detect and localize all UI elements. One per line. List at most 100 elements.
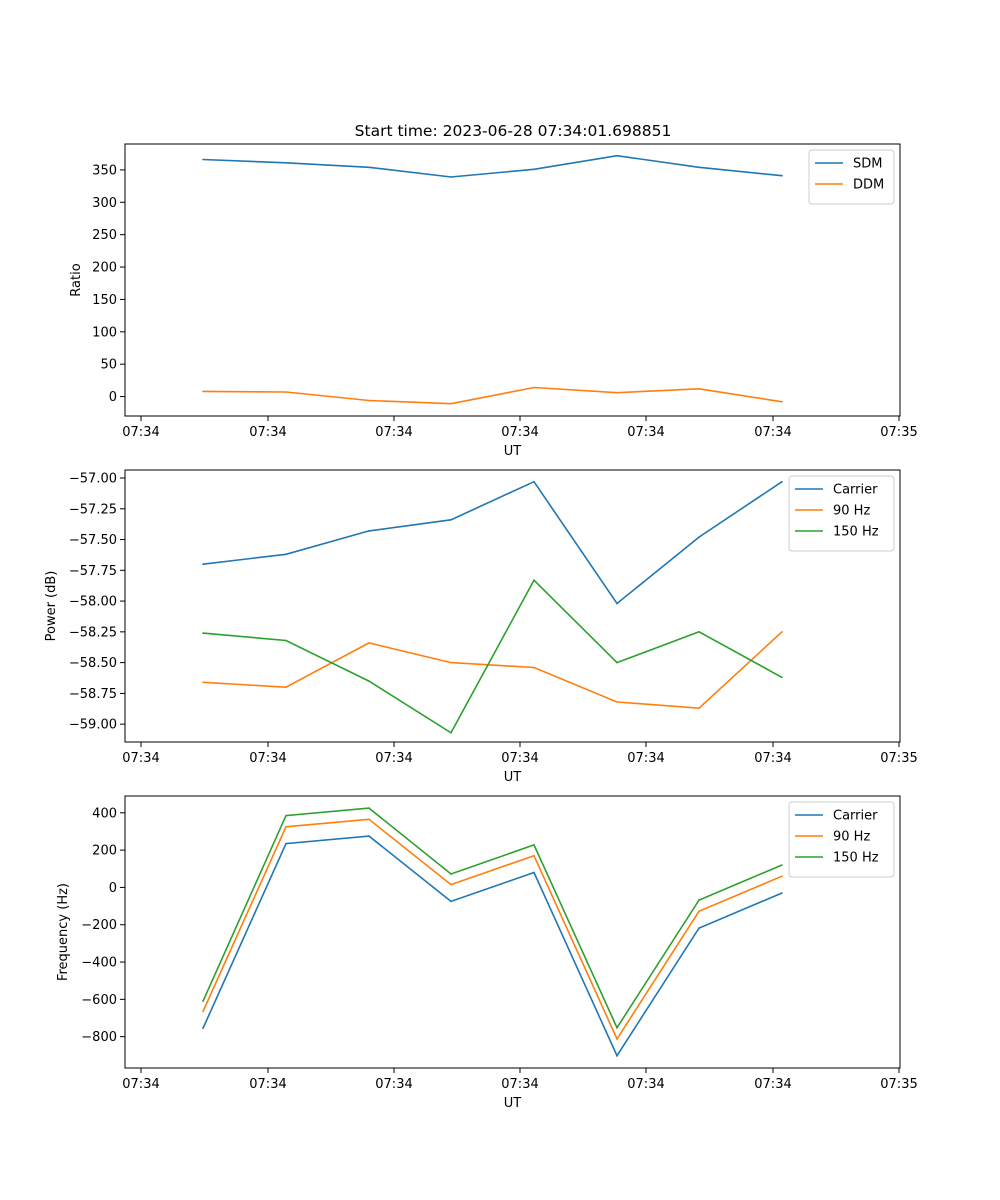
- data-point: [202, 681, 204, 684]
- y-tick-label: 400: [92, 806, 117, 821]
- data-point: [285, 826, 287, 828]
- y-tick-label: −58.25: [69, 625, 117, 640]
- data-point: [698, 166, 700, 169]
- data-point: [616, 1026, 618, 1029]
- data-point: [533, 844, 535, 846]
- data-point: [285, 814, 287, 817]
- data-point: [285, 391, 287, 393]
- data-point: [285, 639, 287, 642]
- data-point: [202, 632, 204, 634]
- x-tick-label: 07:34: [249, 425, 286, 440]
- x-tick-label: 07:34: [249, 1077, 286, 1092]
- x-tick-label: 07:34: [501, 1077, 538, 1092]
- data-point: [450, 661, 452, 664]
- x-tick-label: 07:34: [122, 425, 159, 440]
- x-tick-label: 07:34: [501, 425, 538, 440]
- legend: Carrier 90 Hz 150 Hz: [788, 475, 895, 552]
- legend-label: Carrier: [833, 809, 878, 824]
- data-point: [616, 701, 618, 703]
- data-point: [450, 883, 452, 886]
- data-point: [533, 168, 535, 171]
- data-point: [285, 686, 287, 688]
- data-point: [285, 162, 287, 164]
- data-point: [368, 166, 370, 169]
- y-tick-label: −400: [81, 956, 117, 971]
- series-line-150-hz: [202, 807, 783, 1030]
- data-point: [368, 680, 370, 682]
- y-tick-label: −58.50: [69, 656, 117, 671]
- data-point: [616, 661, 618, 664]
- axes-frame: [124, 143, 901, 417]
- x-tick-label: 07:34: [501, 751, 538, 766]
- data-point: [533, 871, 535, 874]
- y-tick-label: 300: [92, 196, 117, 211]
- data-point: [450, 732, 452, 734]
- x-axis-label: UT: [504, 444, 522, 459]
- data-point: [698, 388, 700, 390]
- data-point: [368, 835, 370, 837]
- x-tick-label: 07:35: [880, 1077, 917, 1092]
- data-point: [533, 386, 535, 389]
- y-tick-label: 200: [92, 261, 117, 276]
- y-axis-label: Ratio: [69, 263, 84, 296]
- data-point: [616, 391, 618, 394]
- legend-label: SDM: [853, 157, 882, 172]
- data-point: [698, 707, 700, 709]
- panel-1: 07:34 07:34 07:34 07:34 07:34 07:34 07:35 0 50 10…: [69, 143, 918, 459]
- series-line-150-hz: [202, 578, 783, 734]
- legend-label: Carrier: [833, 483, 878, 498]
- y-tick-label: −58.00: [69, 595, 117, 610]
- data-point: [285, 553, 287, 556]
- y-tick-label: −59.00: [69, 718, 117, 733]
- data-point: [533, 854, 535, 857]
- data-point: [698, 927, 700, 929]
- legend-box: [788, 801, 895, 878]
- data-point: [781, 480, 783, 483]
- y-tick-label: 0: [109, 390, 117, 405]
- series-line-90-hz: [202, 818, 783, 1041]
- data-point: [368, 530, 370, 532]
- legend-label: 150 Hz: [833, 851, 879, 866]
- chart-title: Start time: 2023-06-28 07:34:01.698851: [355, 122, 672, 140]
- data-point: [533, 579, 535, 581]
- data-point: [698, 910, 700, 913]
- x-tick-label: 07:34: [122, 1077, 159, 1092]
- x-tick-label: 07:34: [375, 1077, 412, 1092]
- data-point: [781, 864, 783, 866]
- series-line-ddm: [202, 386, 783, 405]
- legend-label: 90 Hz: [833, 504, 870, 519]
- y-tick-label: −58.75: [69, 687, 117, 702]
- y-tick-label: 200: [92, 844, 117, 859]
- data-point: [781, 676, 783, 679]
- data-point: [202, 1010, 204, 1013]
- data-point: [616, 602, 618, 605]
- series-line-90-hz: [202, 631, 783, 710]
- data-point: [368, 807, 370, 809]
- axes-frame: [124, 469, 901, 743]
- y-tick-label: −800: [81, 1030, 117, 1045]
- x-tick-label: 07:34: [627, 425, 664, 440]
- data-point: [781, 875, 783, 877]
- series-line-sdm: [202, 154, 783, 178]
- data-point: [202, 158, 204, 161]
- data-point: [698, 536, 700, 538]
- data-point: [698, 899, 700, 901]
- x-tick-label: 07:34: [754, 1077, 791, 1092]
- x-tick-label: 07:34: [249, 751, 286, 766]
- data-point: [698, 631, 700, 633]
- data-point: [368, 399, 370, 402]
- y-tick-label: 250: [92, 228, 117, 243]
- y-tick-label: 100: [92, 325, 117, 340]
- axes-frame: [124, 795, 901, 1069]
- legend-label: 150 Hz: [833, 525, 879, 540]
- x-tick-label: 07:34: [122, 751, 159, 766]
- x-tick-label: 07:34: [375, 751, 412, 766]
- data-point: [781, 892, 783, 894]
- y-tick-label: −57.25: [69, 502, 117, 517]
- data-point: [450, 873, 452, 875]
- data-point: [285, 842, 287, 845]
- data-point: [450, 176, 452, 178]
- data-point: [781, 401, 783, 403]
- x-axis-label: UT: [504, 1096, 522, 1111]
